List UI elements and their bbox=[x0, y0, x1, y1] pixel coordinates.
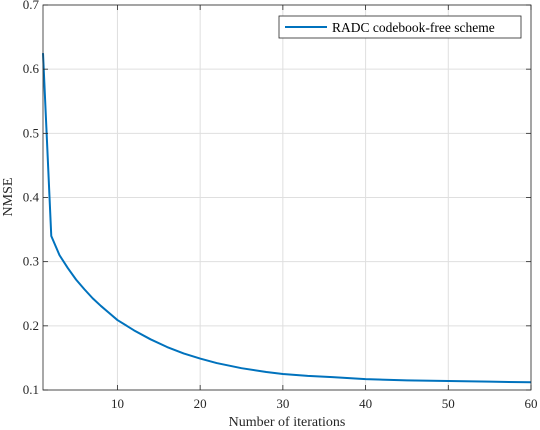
series-line bbox=[42, 53, 532, 384]
legend-label: RADC codebook-free scheme bbox=[332, 20, 495, 35]
ticks: 10 20 30 40 50 60 0.1 0.2 0.3 0.4 0.5 0.6 0.7 bbox=[23, 0, 538, 411]
y-tick-label: 0.7 bbox=[23, 0, 40, 12]
x-axis-label: Number of iterations bbox=[229, 415, 346, 430]
x-tick-label: 60 bbox=[525, 396, 538, 411]
x-tick-label: 10 bbox=[111, 396, 124, 411]
y-tick-label: 0.1 bbox=[23, 382, 39, 397]
series-layer bbox=[42, 53, 532, 384]
grid bbox=[43, 4, 532, 391]
y-tick-label: 0.3 bbox=[23, 254, 39, 269]
y-tick-label: 0.5 bbox=[23, 125, 39, 140]
legend-box bbox=[278, 15, 522, 39]
y-tick-label: 0.6 bbox=[23, 61, 40, 76]
legend: RADC codebook-free scheme bbox=[278, 15, 522, 39]
y-tick-label: 0.2 bbox=[23, 318, 39, 333]
x-tick-label: 40 bbox=[359, 396, 372, 411]
y-axis-label: NMSE bbox=[1, 178, 16, 217]
x-tick-label: 50 bbox=[442, 396, 455, 411]
x-tick-label: 20 bbox=[194, 396, 207, 411]
x-tick-label: 30 bbox=[276, 396, 289, 411]
y-tick-label: 0.4 bbox=[23, 190, 40, 205]
